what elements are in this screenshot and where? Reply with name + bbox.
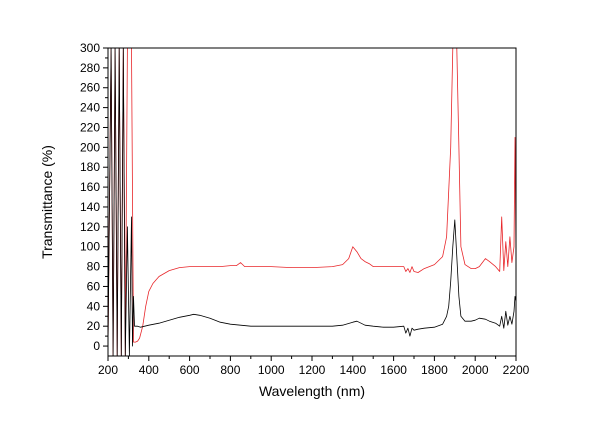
y-tick-label: 0 — [93, 339, 100, 353]
x-tick-label: 1800 — [421, 363, 448, 377]
y-tick-label: 260 — [80, 81, 100, 95]
y-tick-label: 80 — [87, 260, 101, 274]
plot-frame — [107, 47, 517, 357]
x-tick-label: 800 — [220, 363, 240, 377]
y-tick-label: 220 — [80, 120, 100, 134]
x-tick-label: 2000 — [462, 363, 489, 377]
y-tick-label: 280 — [80, 61, 100, 75]
x-tick-label: 400 — [139, 363, 159, 377]
x-tick-label: 600 — [180, 363, 200, 377]
y-tick-label: 160 — [80, 180, 100, 194]
x-tick-label: 1600 — [380, 363, 407, 377]
y-tick-label: 240 — [80, 101, 100, 115]
x-axis-title: Wavelength (nm) — [259, 383, 365, 399]
y-tick-label: 60 — [87, 279, 101, 293]
y-tick-label: 140 — [80, 200, 100, 214]
x-tick-label: 2200 — [503, 363, 530, 377]
series-line-2 — [108, 48, 516, 356]
x-tick-label: 1000 — [258, 363, 285, 377]
labels-layer: 200 400 600 800 1000 1200 1400 1600 1800 2000 2200… — [80, 41, 530, 377]
y-axis-title: Transmittance (%) — [39, 145, 55, 259]
series-layer — [108, 48, 516, 356]
y-tick-label: 180 — [80, 160, 100, 174]
y-tick-label: 40 — [87, 299, 101, 313]
ticks-layer — [103, 47, 517, 361]
x-tick-label: 200 — [98, 363, 118, 377]
y-tick-label: 20 — [87, 319, 101, 333]
series-line-1 — [108, 48, 516, 356]
x-tick-label: 1400 — [339, 363, 366, 377]
y-tick-label: 120 — [80, 220, 100, 234]
y-tick-label: 300 — [80, 41, 100, 55]
y-tick-label: 200 — [80, 140, 100, 154]
x-tick-label: 1200 — [299, 363, 326, 377]
y-tick-label: 100 — [80, 240, 100, 254]
